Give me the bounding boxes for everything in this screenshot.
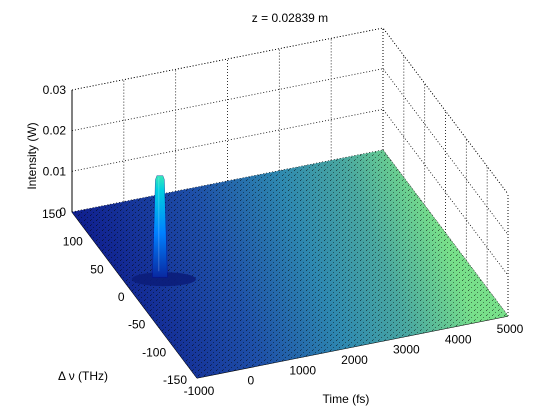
tick-labels: -1000010002000300040005000-150-100-50050… — [42, 83, 524, 398]
grid-line — [71, 108, 509, 276]
z-tick-label: 0 — [59, 205, 66, 219]
z-tick-label: 0.02 — [43, 124, 67, 138]
y-tick-label: -100 — [142, 345, 166, 359]
x-tick-label: 0 — [247, 374, 254, 388]
x-tick-label: 2000 — [341, 353, 368, 367]
y-tick-label: -50 — [128, 318, 146, 332]
z-axis-label: Intensity (W) — [25, 122, 39, 189]
y-tick-label: 50 — [90, 262, 104, 276]
peak-spike — [131, 175, 196, 287]
x-tick-label: 3000 — [393, 343, 420, 357]
peak-base — [131, 272, 196, 287]
x-tick-label: 1000 — [289, 363, 316, 377]
x-tick-label: -1000 — [184, 384, 215, 398]
z-tick-label: 0.01 — [43, 164, 67, 178]
y-tick-label: -150 — [163, 373, 187, 387]
x-tick-label: 5000 — [497, 322, 524, 336]
y-tick-label: 100 — [63, 235, 83, 249]
peak-surface — [152, 175, 168, 278]
y-tick-label: 0 — [118, 290, 125, 304]
surface-mesh — [72, 150, 508, 378]
grid-line — [71, 68, 509, 235]
box-edge — [71, 27, 509, 195]
x-tick-label: 4000 — [445, 332, 472, 346]
x-axis-label: Time (fs) — [323, 392, 370, 406]
chart-title: z = 0.02839 m — [252, 11, 328, 25]
surface-floor — [72, 150, 508, 378]
y-tick-label: 150 — [42, 207, 62, 221]
z-tick-label: 0.03 — [43, 83, 67, 97]
grid-line — [71, 149, 384, 213]
y-axis-label: Δ ν (THz) — [58, 369, 108, 383]
